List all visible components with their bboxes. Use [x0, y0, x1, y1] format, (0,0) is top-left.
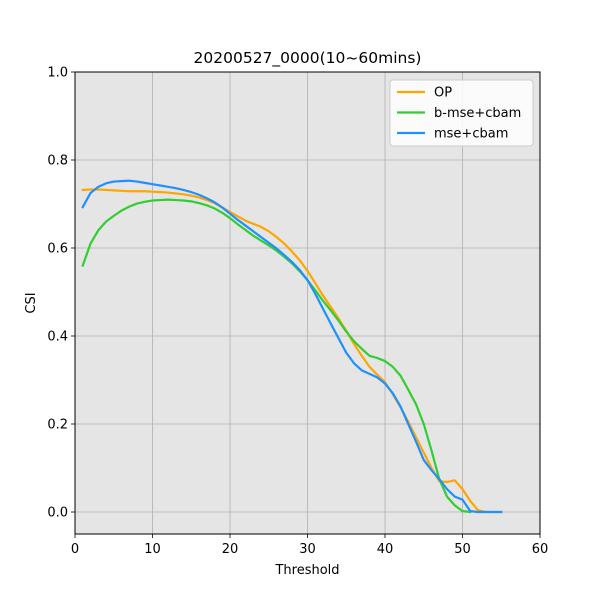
legend-label: b-mse+cbam: [434, 106, 521, 121]
legend-label: OP: [434, 86, 452, 101]
series-line-1: [81, 198, 472, 514]
chart-title: 20200527_0000(10~60mins): [194, 49, 422, 68]
x-tick-label: 40: [377, 542, 394, 557]
x-tick-label: 50: [454, 542, 471, 557]
series-line-2: [81, 179, 503, 514]
y-axis-label: CSI: [24, 292, 39, 313]
series-line-0: [81, 188, 503, 514]
ticks: 0 10 20 30 40 50 60 0.0 0.2 0.4 0.6 0.8 1.0: [47, 66, 548, 558]
x-tick-label: 0: [71, 542, 79, 557]
x-tick-label: 60: [532, 542, 549, 557]
series-lines: [81, 179, 503, 514]
x-axis-label: Threshold: [274, 563, 339, 578]
legend-box: [389, 79, 534, 147]
y-tick-label: 0.6: [47, 242, 68, 257]
y-tick-label: 0.0: [47, 506, 68, 521]
legend-label: mse+cbam: [434, 127, 508, 142]
legend: OP b-mse+cbam mse+cbam: [389, 79, 534, 147]
y-tick-label: 1.0: [47, 66, 68, 81]
y-tick-label: 0.4: [47, 330, 68, 345]
y-tick-label: 0.8: [47, 154, 68, 169]
x-tick-label: 30: [299, 542, 316, 557]
x-tick-label: 10: [144, 542, 161, 557]
x-tick-label: 20: [222, 542, 239, 557]
y-tick-label: 0.2: [47, 418, 68, 433]
